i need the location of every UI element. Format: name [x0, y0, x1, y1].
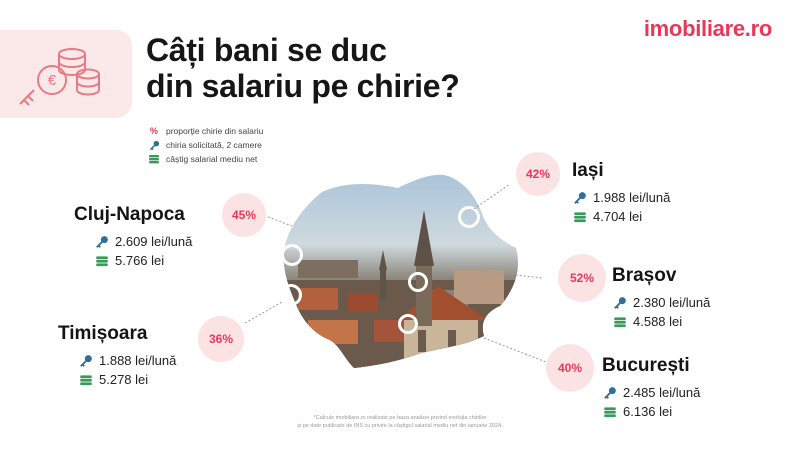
svg-text:€: €	[48, 72, 57, 89]
legend-item-percent: % proporție chirie din salariu	[149, 126, 264, 136]
key-icon	[78, 354, 94, 368]
title-line-2: din salariu pe chirie?	[146, 68, 460, 104]
salary-row: 5.766 lei	[94, 251, 192, 270]
key-icon	[148, 140, 160, 151]
percent-icon: %	[149, 126, 158, 136]
salary-row: 5.278 lei	[78, 370, 176, 389]
money-stack-icon	[78, 374, 94, 386]
cluj-map-pin	[281, 244, 303, 266]
romania-map-photo	[278, 170, 522, 389]
city-name: Iași	[572, 160, 604, 181]
percent-badge-iasi: 42%	[516, 152, 560, 196]
page-title: Câți bani se duc din salariu pe chirie?	[146, 32, 460, 104]
legend-item-key: chiria solicitată, 2 camere	[148, 138, 263, 152]
money-stack-icon	[612, 316, 628, 328]
title-line-1: Câți bani se duc	[146, 32, 387, 68]
euro-coins-key-icon: €	[19, 48, 100, 106]
salary-row: 4.704 lei	[572, 207, 670, 226]
city-cluj: Cluj-Napoca 2.609 lei/lună 5.766 lei	[74, 204, 192, 270]
city-name: Cluj-Napoca	[74, 204, 185, 225]
money-stack-icon	[602, 406, 618, 418]
money-stack-icon	[94, 255, 110, 267]
rent-row: 1.888 lei/lună	[78, 351, 176, 370]
brand-logo: imobiliare.ro	[643, 16, 772, 41]
bucuresti-map-pin	[398, 314, 418, 334]
rent-row: 2.485 lei/lună	[602, 383, 700, 402]
key-icon	[612, 296, 628, 310]
rent-row: 1.988 lei/lună	[572, 188, 670, 207]
city-name: Brașov	[612, 265, 677, 286]
salary-row: 4.588 lei	[612, 312, 710, 331]
money-stack-icon	[572, 211, 588, 223]
city-bucuresti: București 2.485 lei/lună 6.136 lei	[602, 355, 700, 421]
key-icon	[602, 386, 618, 400]
percent-badge-timisoara: 36%	[198, 316, 244, 362]
key-icon	[94, 235, 110, 249]
timisoara-map-pin	[280, 284, 302, 306]
money-stack-icon	[148, 154, 160, 164]
footnote: *Calcule imobiliare.ro realizate pe baza…	[297, 415, 503, 429]
rent-row: 2.380 lei/lună	[612, 293, 710, 312]
salary-row: 6.136 lei	[602, 402, 700, 421]
legend: % proporție chirie din salariu chiria so…	[148, 124, 263, 166]
iasi-map-pin	[458, 206, 480, 228]
percent-badge-brasov: 52%	[558, 254, 606, 302]
city-name: Timișoara	[58, 323, 148, 344]
rent-row: 2.609 lei/lună	[94, 232, 192, 251]
percent-badge-bucuresti: 40%	[546, 344, 594, 392]
percent-badge-cluj: 45%	[222, 193, 266, 237]
city-name: București	[602, 355, 690, 376]
key-icon	[572, 191, 588, 205]
city-iasi: Iași 1.988 lei/lună 4.704 lei	[572, 160, 670, 226]
coins-key-illustration: €	[0, 30, 132, 118]
city-brasov: Brașov 2.380 lei/lună 4.588 lei	[612, 265, 710, 331]
city-timisoara: Timișoara 1.888 lei/lună 5.278 lei	[58, 323, 176, 389]
brasov-map-pin	[408, 272, 428, 292]
legend-item-money: câștig salarial mediu net	[148, 152, 263, 166]
